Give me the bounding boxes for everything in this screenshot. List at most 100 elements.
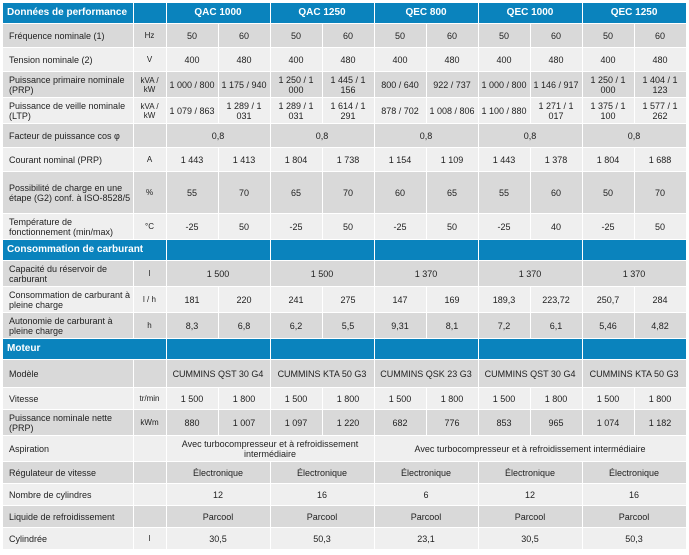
cell-value: 1 146 / 917	[530, 71, 583, 98]
cell-value: Avec turbocompresseur et à refroidisseme…	[374, 435, 687, 462]
cell-value: 50	[582, 171, 635, 214]
cell-value: 1 008 / 806	[426, 97, 479, 124]
row-label: Autonomie de carburant à pleine charge	[3, 312, 134, 339]
row-unit	[133, 123, 167, 148]
cell-value: CUMMINS QSK 23 G3	[374, 359, 479, 388]
cell-value: 50	[634, 213, 687, 240]
cell-value: 30,5	[166, 527, 271, 550]
cell-value: 1 577 / 1 262	[634, 97, 687, 124]
cell-value: 284	[634, 286, 687, 313]
cell-value: 55	[166, 171, 219, 214]
row-label: Puissance nominale nette (PRP)	[3, 409, 134, 436]
cell-value: 70	[218, 171, 271, 214]
cell-value: 60	[530, 23, 583, 48]
cell-value: 6,2	[270, 312, 323, 339]
cell-value: 1 443	[166, 147, 219, 172]
cell-value: 16	[270, 483, 375, 506]
table-row: Fréquence nominale (1) Hz 50 60 50 60 50…	[3, 23, 687, 48]
cell-value: 50	[478, 23, 531, 48]
cell-value: 1 800	[426, 387, 479, 410]
cell-value: -25	[374, 213, 427, 240]
cell-value: 1 271 / 1 017	[530, 97, 583, 124]
cell-value: 480	[634, 47, 687, 72]
cell-value: 6,8	[218, 312, 271, 339]
row-label: Puissance de veille nominale (LTP)	[3, 97, 134, 124]
row-unit: V	[133, 47, 167, 72]
cell-value: 60	[634, 23, 687, 48]
row-unit: kVA / kW	[133, 71, 167, 98]
table-row: Tension nominale (2) V 400 480 400 480 4…	[3, 47, 687, 72]
cell-value: 0,8	[374, 123, 479, 148]
cell-value: 1 378	[530, 147, 583, 172]
cell-value: 1 800	[218, 387, 271, 410]
cell-value: -25	[582, 213, 635, 240]
row-unit	[133, 461, 167, 484]
cell-value: 480	[322, 47, 375, 72]
cell-value: 853	[478, 409, 531, 436]
cell-value: 60	[218, 23, 271, 48]
cell-value: Parcool	[166, 505, 271, 528]
cell-value: 400	[166, 47, 219, 72]
cell-value: 922 / 737	[426, 71, 479, 98]
cell-value: 1 074	[582, 409, 635, 436]
cell-value: 16	[582, 483, 687, 506]
cell-value: -25	[478, 213, 531, 240]
cell-value: 800 / 640	[374, 71, 427, 98]
cell-value: 1 370	[478, 260, 583, 287]
cell-value: Parcool	[374, 505, 479, 528]
cell-value: 40	[530, 213, 583, 240]
model-header: QAC 1250	[270, 3, 375, 24]
cell-value: 50	[166, 23, 219, 48]
cell-value: 30,5	[478, 527, 583, 550]
table-row: Autonomie de carburant à pleine charge h…	[3, 312, 687, 339]
cell-value: 12	[166, 483, 271, 506]
cell-value: 1 500	[270, 387, 323, 410]
cell-value: 1 500	[478, 387, 531, 410]
table-row: Puissance de veille nominale (LTP) kVA /…	[3, 97, 687, 124]
section-title-fuel: Consommation de carburant	[3, 239, 167, 261]
cell-value: 275	[322, 286, 375, 313]
cell-value: 1 800	[530, 387, 583, 410]
row-unit: l	[133, 527, 167, 550]
row-label: Courant nominal (PRP)	[3, 147, 134, 172]
cell-value: 776	[426, 409, 479, 436]
cell-value: 5,46	[582, 312, 635, 339]
cell-value: 1 370	[582, 260, 687, 287]
row-unit: Hz	[133, 23, 167, 48]
cell-value: 1 738	[322, 147, 375, 172]
table-row: Puissance nominale nette (PRP) kWm 880 1…	[3, 409, 687, 436]
cell-value: 1 500	[166, 387, 219, 410]
cell-value: 0,8	[478, 123, 583, 148]
table-row: Régulateur de vitesse Électronique Élect…	[3, 461, 687, 484]
cell-value: Parcool	[478, 505, 583, 528]
table-row: Liquide de refroidissement Parcool Parco…	[3, 505, 687, 528]
cell-value: CUMMINS KTA 50 G3	[270, 359, 375, 388]
cell-value: 682	[374, 409, 427, 436]
cell-value: 480	[218, 47, 271, 72]
table-header-row: Données de performance QAC 1000 QAC 1250…	[3, 3, 687, 24]
cell-value: 1 289 / 1 031	[218, 97, 271, 124]
cell-value: 1 220	[322, 409, 375, 436]
table-row: Aspiration Avec turbocompresseur et à re…	[3, 435, 687, 462]
row-label: Modèle	[3, 359, 134, 388]
table-row: Puissance primaire nominale (PRP) kVA / …	[3, 71, 687, 98]
row-label: Possibilité de charge en une étape (G2) …	[3, 171, 134, 214]
cell-value: 1 445 / 1 156	[322, 71, 375, 98]
cell-value: 400	[270, 47, 323, 72]
row-unit: A	[133, 147, 167, 172]
row-label: Aspiration	[3, 435, 134, 462]
cell-value: 0,8	[270, 123, 375, 148]
cell-value: 1 100 / 880	[478, 97, 531, 124]
cell-value: 50	[374, 23, 427, 48]
cell-value: 1 804	[270, 147, 323, 172]
cell-value: CUMMINS QST 30 G4	[166, 359, 271, 388]
cell-value: 50	[270, 23, 323, 48]
cell-value: 1 500	[166, 260, 271, 287]
cell-value: 65	[426, 171, 479, 214]
cell-value: 189,3	[478, 286, 531, 313]
cell-value: 1 289 / 1 031	[270, 97, 323, 124]
cell-value: 965	[530, 409, 583, 436]
cell-value: 23,1	[374, 527, 479, 550]
cell-value: 480	[530, 47, 583, 72]
model-header: QEC 1000	[478, 3, 583, 24]
